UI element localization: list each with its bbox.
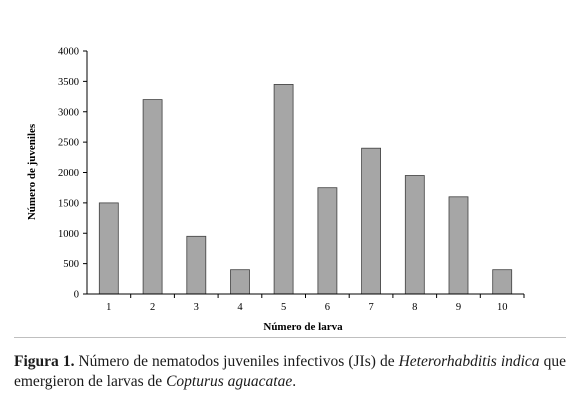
- caption-text-3: .: [292, 373, 297, 390]
- y-tick-label: 2000: [58, 168, 79, 179]
- x-ticks-group: 1 2 3 4 5 6 7 8 9 10: [106, 294, 525, 313]
- bar-10: [492, 269, 513, 295]
- bar-8: [404, 175, 425, 295]
- x-tick-label: 1: [106, 302, 111, 313]
- x-tick-label: 3: [194, 302, 199, 313]
- x-tick-label: 7: [368, 302, 373, 313]
- y-ticks-group: 0 500 1000 1500 2000 2500 3000 3500 4000: [58, 47, 87, 301]
- species-name-1: Heterorhabditis indica: [398, 353, 540, 370]
- figure-caption: Figura 1. Número de nematodos juveniles …: [14, 352, 566, 392]
- y-tick-label: 3000: [58, 107, 79, 118]
- x-tick-label: 10: [497, 302, 508, 313]
- bar-2: [142, 99, 163, 295]
- bar-1: [98, 202, 119, 295]
- y-tick-label: 1000: [58, 229, 79, 240]
- y-tick-label: 2500: [58, 138, 79, 149]
- bar-chart: 0 500 1000 1500 2000 2500 3000 3500 4000 1 2 3 4 5 6 7…: [26, 47, 525, 333]
- bar-3: [186, 235, 207, 295]
- figure-label: Figura 1.: [14, 353, 75, 370]
- bar-9: [448, 196, 469, 295]
- x-tick-label: 5: [281, 302, 286, 313]
- y-tick-label: 0: [74, 290, 79, 301]
- x-axis-label: Número de larva: [263, 321, 343, 333]
- y-tick-label: 500: [63, 259, 79, 270]
- species-name-2: Copturus aguacatae: [166, 373, 293, 390]
- bar-7: [361, 147, 382, 295]
- y-axis-label: Número de juveniles: [26, 123, 38, 220]
- x-tick-label: 6: [325, 302, 330, 313]
- bar-5: [273, 84, 294, 295]
- y-tick-label: 3500: [58, 77, 79, 88]
- x-tick-label: 9: [456, 302, 461, 313]
- caption-divider: [14, 337, 566, 338]
- bar-4: [230, 269, 250, 295]
- caption-text-1: Número de nematodos juveniles infectivos…: [74, 353, 399, 370]
- y-tick-label: 4000: [58, 47, 79, 58]
- bar-6: [317, 187, 338, 295]
- caption-text-2: que emergieron de larvas de: [14, 353, 566, 390]
- y-tick-label: 1500: [58, 198, 79, 209]
- x-tick-label: 8: [412, 302, 417, 313]
- x-tick-label: 4: [237, 302, 243, 313]
- bars-group: [98, 84, 513, 295]
- x-tick-label: 2: [150, 302, 155, 313]
